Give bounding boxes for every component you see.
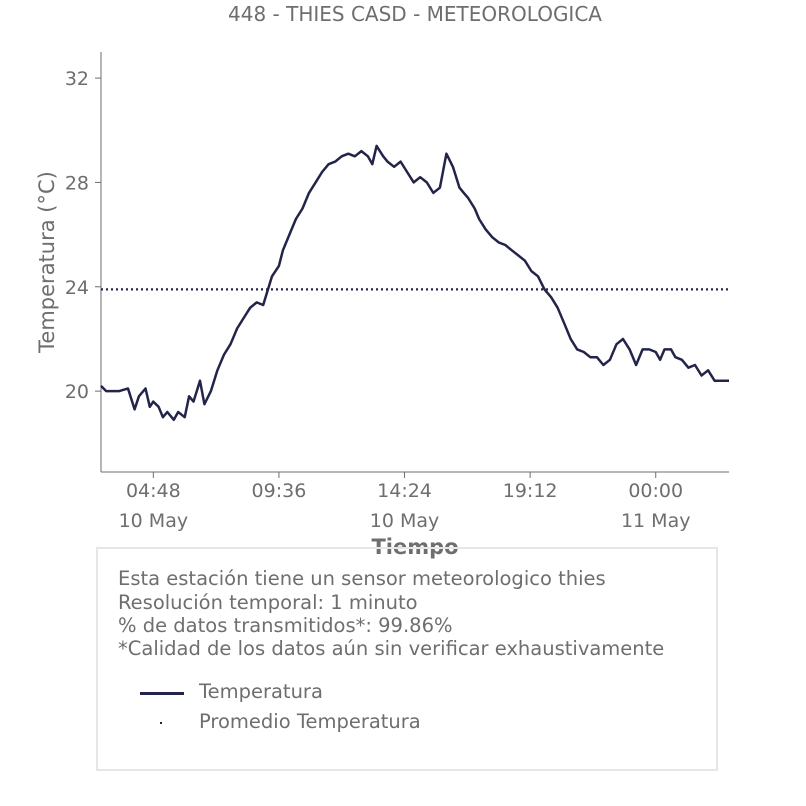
series-group [100, 144, 729, 422]
y-tick-label: 24 [65, 277, 89, 299]
y-tick-label: 20 [65, 381, 89, 403]
legend-item-promedio: Promedio Temperatura [199, 710, 421, 733]
x-tick-label-time: 00:00 [628, 480, 683, 502]
y-ticks: 20 24 28 32 [65, 68, 101, 403]
station-info-box: Esta estación tiene un sensor meteorolog… [96, 547, 718, 771]
x-tick-label-date: 10 May [119, 510, 189, 532]
series-temperatura [100, 144, 729, 422]
y-tick-label: 28 [65, 172, 89, 194]
x-tick-label-time: 14:24 [377, 480, 432, 502]
chart-title: 448 - THIES CASD - METEOROLOGICA [228, 2, 602, 26]
y-tick-label: 32 [65, 68, 89, 90]
y-axis-label: Temperatura (°C) [35, 171, 59, 354]
legend-item-temperatura: Temperatura [199, 680, 323, 703]
info-line-transmitted: % de datos transmitidos*: 99.86% [118, 614, 453, 637]
legend-solid-line-icon [140, 692, 184, 695]
info-line-sensor: Esta estación tiene un sensor meteorolog… [118, 567, 606, 590]
x-tick-label-time: 19:12 [503, 480, 558, 502]
info-line-quality-note: *Calidad de los datos aún sin verificar … [118, 637, 665, 660]
info-line-resolution: Resolución temporal: 1 minuto [118, 591, 418, 614]
x-ticks: 04:48 10 May 09:36 14:24 10 May 19:12 00:00 11 … [119, 472, 691, 532]
x-tick-label-time: 09:36 [252, 480, 307, 502]
chart-axes [100, 52, 729, 473]
x-tick-label-time: 04:48 [126, 480, 181, 502]
legend-dotted-line-icon [160, 722, 162, 724]
x-tick-label-date: 10 May [370, 510, 440, 532]
x-tick-label-date: 11 May [621, 510, 691, 532]
